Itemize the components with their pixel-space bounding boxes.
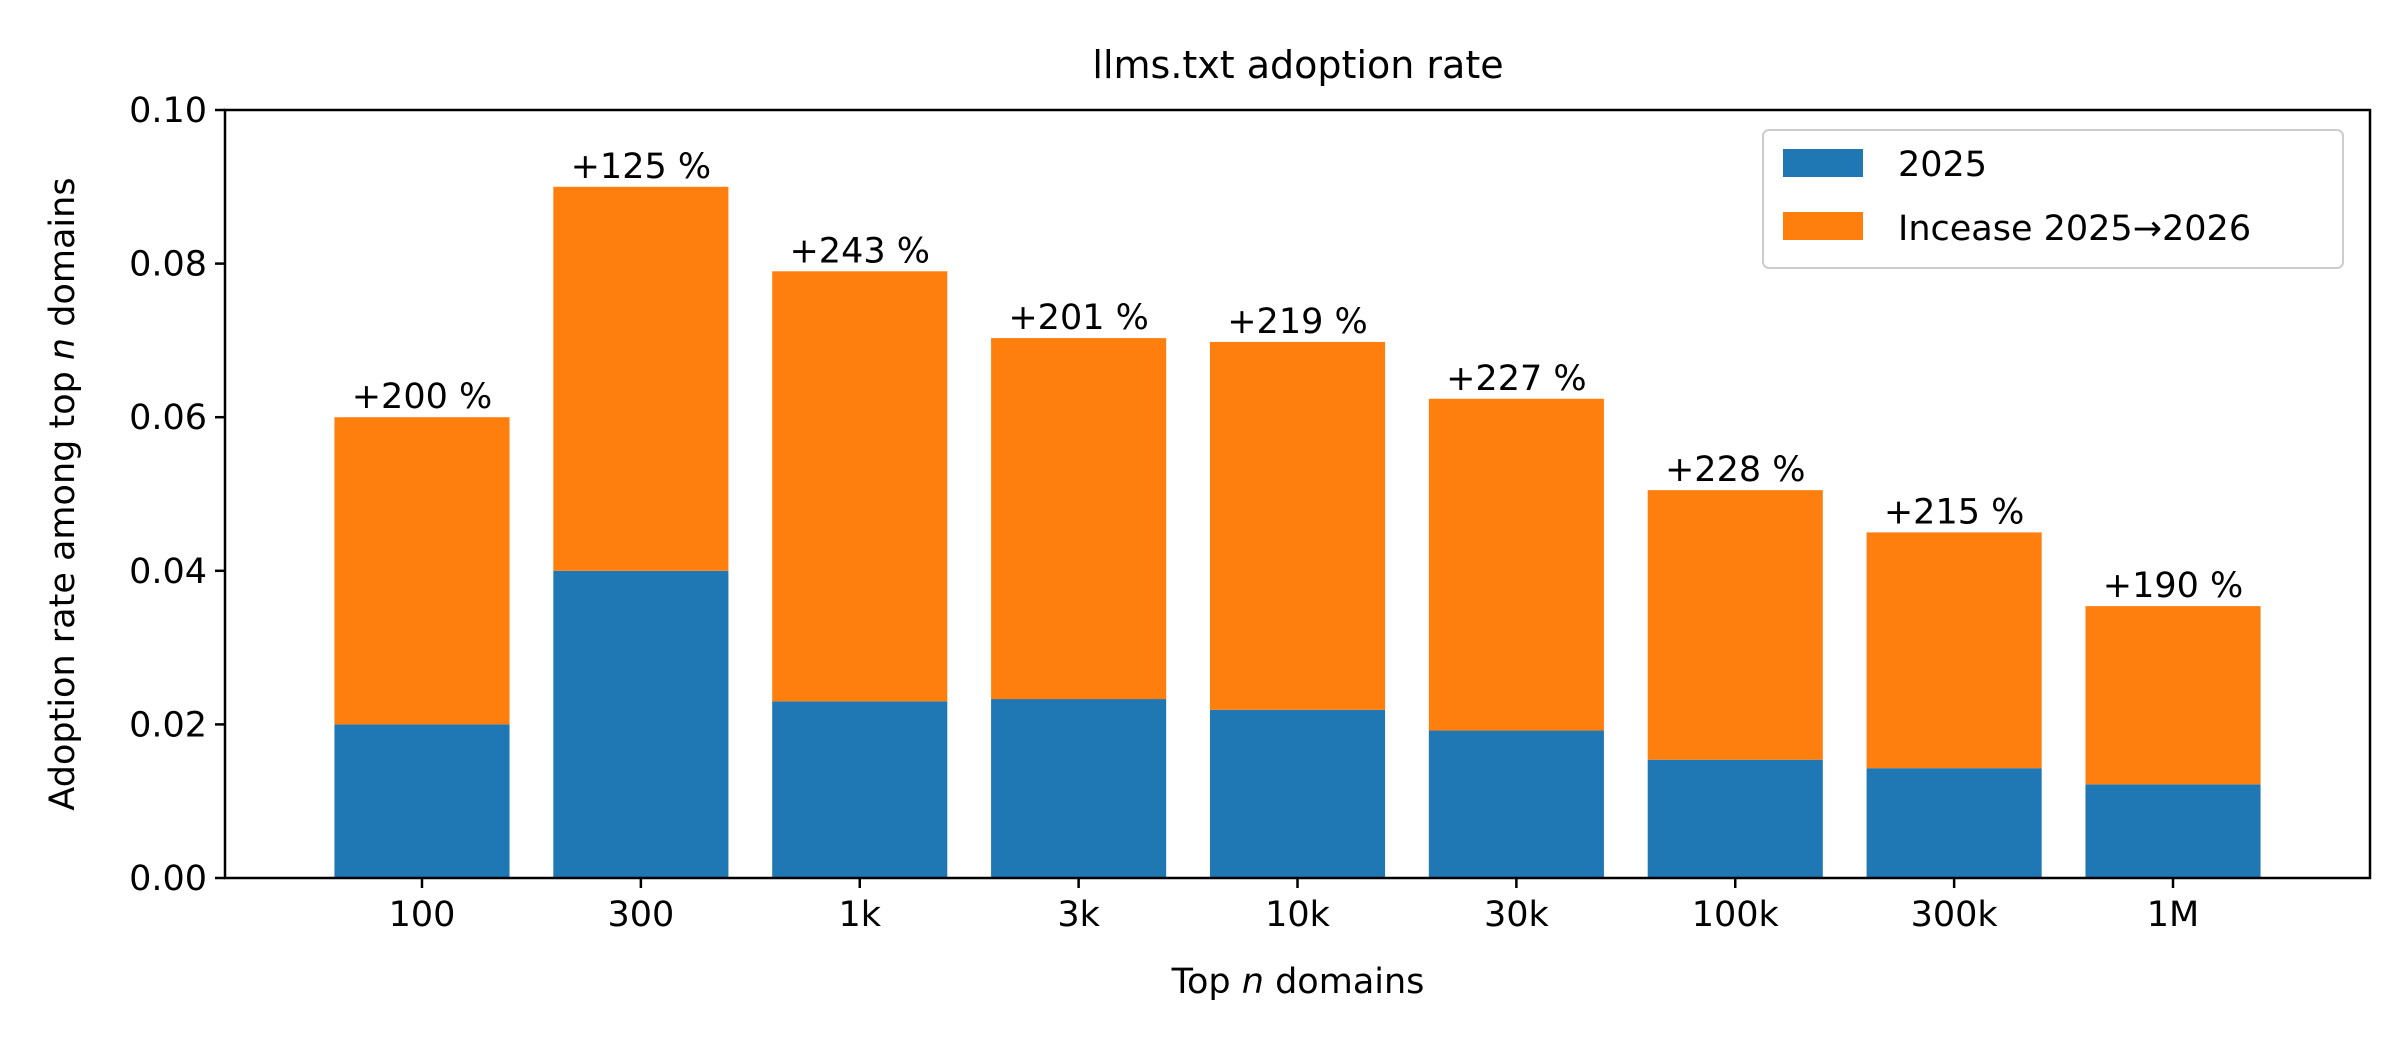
bar-base-3k (991, 699, 1167, 878)
bar-increase-10k (1209, 341, 1386, 710)
legend: 2025 Incease 2025→2026 (1762, 129, 2344, 269)
legend-swatch-increase (1783, 212, 1863, 240)
bar-base-300 (553, 570, 729, 878)
bar-annotation-100: +200 % (352, 377, 493, 417)
bar-annotation-10k: +219 % (1227, 302, 1368, 342)
x-axis: 100 300 1k 3k 10k 30k 100k 300k 1M (389, 878, 2199, 935)
x-tick-label-10k: 10k (1265, 895, 1331, 935)
bar-base-300k (1866, 768, 2042, 878)
y-tick-label-2: 0.04 (129, 552, 207, 592)
bar-increase-100 (334, 417, 510, 725)
y-tick-label-3: 0.06 (129, 398, 207, 438)
legend-frame (1762, 129, 2344, 269)
y-tick-label-4: 0.08 (129, 245, 207, 285)
bar-base-10k (1209, 709, 1386, 878)
x-tick-label-100k: 100k (1692, 895, 1780, 935)
bar-increase-1k (772, 271, 948, 702)
bar-increase-30k (1428, 398, 1604, 731)
bar-increase-300k (1866, 532, 2042, 769)
bar-increase-3k (991, 338, 1167, 700)
legend-label-increase: Incease 2025→2026 (1898, 209, 2251, 249)
x-tick-label-3k: 3k (1057, 895, 1100, 935)
bar-annotation-300: +125 % (571, 147, 712, 187)
x-axis-label: Top n domains (1171, 962, 1425, 1002)
x-tick-label-300k: 300k (1911, 895, 1999, 935)
bar-base-100k (1647, 759, 1823, 878)
bar-annotation-100k: +228 % (1665, 450, 1806, 490)
bar-annotation-3k: +201 % (1008, 298, 1149, 338)
y-axis: 0.00 0.02 0.04 0.06 0.08 0.10 (129, 91, 225, 899)
bar-base-1k (772, 701, 948, 878)
bar-increase-300 (553, 186, 729, 571)
legend-label-2025: 2025 (1898, 145, 1987, 185)
x-tick-label-30k: 30k (1484, 895, 1550, 935)
chart-title: llms.txt adoption rate (1092, 43, 1503, 87)
bar-annotation-300k: +215 % (1884, 492, 2025, 532)
x-tick-label-300: 300 (607, 895, 674, 935)
bar-base-30k (1428, 730, 1604, 878)
y-tick-label-5: 0.10 (129, 91, 207, 131)
bar-annotation-1M: +190 % (2103, 566, 2244, 606)
bar-base-1M (2085, 784, 2261, 878)
bar-increase-100k (1647, 490, 1823, 760)
x-tick-label-1k: 1k (838, 895, 881, 935)
y-tick-label-1: 0.02 (129, 705, 207, 745)
bar-annotation-30k: +227 % (1446, 359, 1587, 399)
bar-increase-1M (2085, 606, 2261, 785)
bar-base-100 (334, 724, 510, 878)
y-tick-label-0: 0.00 (129, 859, 207, 899)
bar-annotation-1k: +243 % (789, 231, 930, 271)
x-tick-label-100: 100 (389, 895, 456, 935)
x-tick-label-1M: 1M (2147, 895, 2199, 935)
legend-swatch-2025 (1783, 149, 1863, 177)
y-axis-label: Adoption rate among top n domains (43, 177, 83, 810)
plot-area: +200 % +125 % +243 % +201 % +219 % +227 % +228… (334, 147, 2261, 878)
